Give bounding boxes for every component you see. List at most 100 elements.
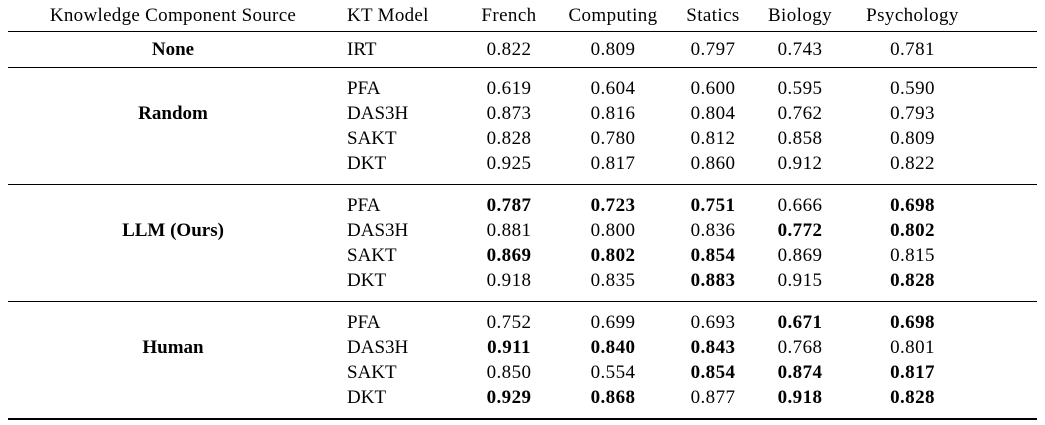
value-cell: 0.699 <box>590 312 636 333</box>
column-header-french: French <box>481 4 537 26</box>
value-cell: 0.780 <box>590 128 636 149</box>
table-row: SAKT 0.869 0.802 0.854 0.869 0.815 <box>8 243 1037 268</box>
value-cell: 0.822 <box>486 39 532 60</box>
source-cell <box>8 126 338 151</box>
value-cell: 0.812 <box>690 128 736 149</box>
value-cell: 0.869 <box>486 245 532 266</box>
value-cell: 0.809 <box>890 128 935 149</box>
value-cell: 0.835 <box>590 270 636 291</box>
column-header-psychology: Psychology <box>866 4 959 26</box>
value-cell: 0.877 <box>690 387 736 408</box>
value-cell: 0.854 <box>690 362 736 383</box>
value-cell: 0.915 <box>777 270 823 291</box>
value-cell: 0.858 <box>777 128 823 149</box>
value-cell: 0.860 <box>690 153 736 174</box>
value-cell: 0.604 <box>590 78 636 99</box>
section-random: PFA 0.619 0.604 0.600 0.595 0.590 Random DAS3H 0… <box>8 67 1037 185</box>
table-row: SAKT 0.828 0.780 0.812 0.858 0.809 <box>8 126 1037 151</box>
model-cell: SAKT <box>347 128 397 149</box>
value-cell: 0.918 <box>777 387 823 408</box>
value-cell: 0.869 <box>777 245 823 266</box>
table-row: PFA 0.752 0.699 0.693 0.671 0.698 <box>8 302 1037 336</box>
value-cell: 0.843 <box>690 337 736 358</box>
value-cell: 0.801 <box>890 337 935 358</box>
value-cell: 0.874 <box>777 362 823 383</box>
source-cell: LLM (Ours) <box>122 220 224 241</box>
value-cell: 0.619 <box>486 78 532 99</box>
table-row: SAKT 0.850 0.554 0.854 0.874 0.817 <box>8 360 1037 385</box>
value-cell: 0.828 <box>890 270 935 291</box>
source-cell <box>8 385 338 419</box>
value-cell: 0.666 <box>777 195 823 216</box>
value-cell: 0.802 <box>890 220 935 241</box>
value-cell: 0.883 <box>690 270 736 291</box>
value-cell: 0.854 <box>690 245 736 266</box>
column-header-computing: Computing <box>568 4 658 26</box>
column-header-statics: Statics <box>686 4 740 26</box>
value-cell: 0.850 <box>486 362 532 383</box>
value-cell: 0.698 <box>890 312 935 333</box>
table-row: Random DAS3H 0.873 0.816 0.804 0.762 0.793 <box>8 101 1037 126</box>
value-cell: 0.911 <box>487 337 531 358</box>
value-cell: 0.772 <box>777 220 823 241</box>
value-cell: 0.590 <box>890 78 935 99</box>
model-cell: SAKT <box>347 362 397 383</box>
model-cell: DKT <box>347 387 387 408</box>
column-header-knowledge-component-source: Knowledge Component Source <box>49 4 297 26</box>
value-cell: 0.693 <box>690 312 736 333</box>
section-none: None IRT 0.822 0.809 0.797 0.743 0.781 <box>8 31 1037 68</box>
value-cell: 0.873 <box>486 103 532 124</box>
source-cell <box>8 360 338 385</box>
source-cell <box>8 243 338 268</box>
model-cell: DAS3H <box>347 103 409 124</box>
value-cell: 0.600 <box>690 78 736 99</box>
table-header: Knowledge Component Source KT Model Fren… <box>8 0 1037 32</box>
value-cell: 0.762 <box>777 103 823 124</box>
value-cell: 0.671 <box>777 312 823 333</box>
value-cell: 0.817 <box>890 362 935 383</box>
value-cell: 0.918 <box>486 270 532 291</box>
table-row: Human DAS3H 0.911 0.840 0.843 0.768 0.801 <box>8 335 1037 360</box>
value-cell: 0.868 <box>590 387 636 408</box>
model-cell: DAS3H <box>347 220 409 241</box>
model-cell: DKT <box>347 153 387 174</box>
value-cell: 0.751 <box>690 195 736 216</box>
source-cell: Random <box>138 103 208 124</box>
value-cell: 0.787 <box>486 195 532 216</box>
model-cell: PFA <box>347 195 381 216</box>
table-row: DKT 0.925 0.817 0.860 0.912 0.822 <box>8 151 1037 185</box>
model-cell: DKT <box>347 270 387 291</box>
table-row: DKT 0.929 0.868 0.877 0.918 0.828 <box>8 385 1037 419</box>
value-cell: 0.817 <box>590 153 636 174</box>
section-human: PFA 0.752 0.699 0.693 0.671 0.698 Human DAS3H 0.… <box>8 301 1037 420</box>
model-cell: PFA <box>347 78 381 99</box>
value-cell: 0.743 <box>777 39 823 60</box>
source-cell: Human <box>142 337 204 358</box>
header-row: Knowledge Component Source KT Model Fren… <box>8 0 1037 32</box>
table-row: DKT 0.918 0.835 0.883 0.915 0.828 <box>8 268 1037 302</box>
column-header-biology: Biology <box>767 4 833 26</box>
table-row: None IRT 0.822 0.809 0.797 0.743 0.781 <box>8 32 1037 68</box>
value-cell: 0.698 <box>890 195 935 216</box>
source-cell <box>8 268 338 302</box>
value-cell: 0.797 <box>690 39 736 60</box>
value-cell: 0.793 <box>890 103 935 124</box>
column-header-kt-model: KT Model <box>347 4 429 26</box>
source-cell <box>8 185 338 219</box>
value-cell: 0.828 <box>486 128 532 149</box>
value-cell: 0.800 <box>590 220 636 241</box>
section-llm-ours: PFA 0.787 0.723 0.751 0.666 0.698 LLM (Ours) DA… <box>8 184 1037 302</box>
value-cell: 0.723 <box>590 195 636 216</box>
value-cell: 0.881 <box>486 220 532 241</box>
value-cell: 0.929 <box>486 387 532 408</box>
value-cell: 0.828 <box>890 387 935 408</box>
value-cell: 0.595 <box>777 78 823 99</box>
value-cell: 0.768 <box>777 337 823 358</box>
value-cell: 0.840 <box>590 337 636 358</box>
source-cell: None <box>151 39 195 60</box>
value-cell: 0.804 <box>690 103 736 124</box>
value-cell: 0.815 <box>890 245 935 266</box>
value-cell: 0.822 <box>890 153 935 174</box>
model-cell: DAS3H <box>347 337 409 358</box>
